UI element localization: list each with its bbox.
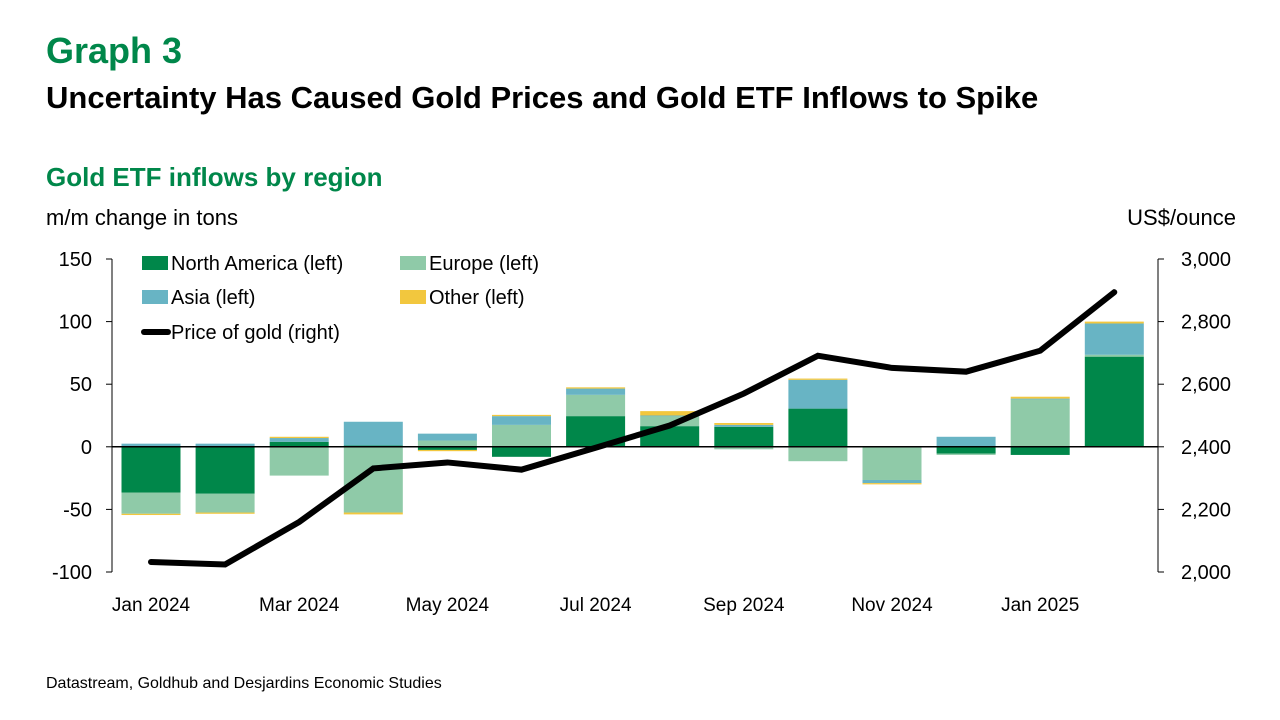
bar-asia [269,438,329,442]
bar-other [343,512,403,515]
legend-swatch [400,290,426,304]
right-axis-label: US$/ounce [1127,205,1236,230]
bar-asia [492,416,551,425]
x-tick-label: Jul 2024 [560,595,632,616]
bar-europe [417,440,477,447]
bar-asia [1010,398,1070,400]
bar-other [788,378,848,380]
bar-europe [492,424,551,447]
bar-north-america [1010,446,1070,455]
chart-title: Gold ETF inflows by region [46,162,383,192]
legend-swatch [400,256,426,270]
bar-other [417,449,477,452]
bar-asia [936,436,996,447]
x-tick-label: Mar 2024 [259,595,340,616]
x-tick-label: Jan 2024 [112,595,191,616]
legend-swatch [142,256,168,270]
bar-asia [566,388,626,395]
right-tick-label: 3,000 [1181,249,1231,271]
legend-label: Other (left) [429,287,525,309]
legend-item: Other (left) [400,287,525,309]
bar-asia [343,421,403,446]
bar-other [1084,321,1144,324]
bar-asia [121,443,181,447]
axes-layer: 150 100 50 0 -50 -100 3,000 2,800 2,600 2,400 2,20… [52,249,1231,616]
bar-europe [269,446,329,476]
left-axis-label: m/m change in tons [46,205,238,230]
legend-label: Price of gold (right) [171,322,340,344]
bar-europe [788,446,848,462]
legend-item: Europe (left) [400,253,539,275]
bar-north-america [714,426,774,447]
page-title: Uncertainty Has Caused Gold Prices and G… [46,80,1039,115]
legend-item: Price of gold (right) [141,322,340,344]
bar-asia [788,379,848,409]
bar-europe [121,492,181,514]
bar-asia [1084,323,1144,355]
x-tick-label: Sep 2024 [703,595,785,616]
x-tick-label: May 2024 [406,595,490,616]
bar-europe [1010,399,1070,447]
left-tick-label: 150 [59,249,92,271]
gold-price-line [148,289,1118,568]
right-tick-label: 2,400 [1181,437,1231,459]
bar-europe [566,394,626,417]
bar-asia [195,443,255,447]
line-layer [148,289,1118,568]
left-tick-label: 0 [81,437,92,459]
bar-north-america [121,446,181,493]
left-tick-label: 100 [59,312,92,334]
right-tick-label: 2,000 [1181,562,1231,584]
left-tick-label: -100 [52,562,92,584]
bar-other [195,512,255,514]
legend-label: North America (left) [171,253,343,275]
bar-europe [195,493,255,513]
graph-label: Graph 3 [46,30,183,71]
bar-north-america [417,446,477,450]
bar-north-america [788,408,848,447]
bar-north-america [492,446,551,457]
bar-north-america [936,446,996,454]
x-tick-label: Jan 2025 [1001,595,1079,616]
bar-other [862,483,922,485]
bar-other [640,411,700,416]
legend-label: Europe (left) [429,253,539,275]
legend-item: North America (left) [142,253,343,275]
bar-other [1010,396,1070,399]
right-tick-label: 2,600 [1181,374,1231,396]
legend-item: Asia (left) [142,287,255,309]
bar-north-america [1084,356,1144,447]
x-tick-label: Nov 2024 [851,595,933,616]
bar-europe [640,416,700,427]
right-tick-label: 2,200 [1181,499,1231,521]
bar-europe [714,446,774,450]
legend: North America (left) Europe (left) Asia (l… [141,253,539,344]
left-tick-label: -50 [63,499,92,521]
left-tick-label: 50 [70,374,92,396]
legend-label: Asia (left) [171,287,255,309]
bars-layer [121,321,1144,516]
bar-europe [936,453,996,455]
bar-north-america [269,441,329,447]
bar-asia [714,424,774,427]
right-tick-label: 2,800 [1181,312,1231,334]
bar-other [492,414,551,417]
bar-asia [640,415,700,417]
bar-asia [862,479,922,484]
bar-other [269,436,329,439]
legend-swatch [142,290,168,304]
bar-europe [862,446,922,480]
source-note: Datastream, Goldhub and Desjardins Econo… [46,675,442,692]
bar-other [121,513,181,516]
bar-asia [417,433,477,441]
bar-other [714,423,774,425]
bar-other [566,387,626,389]
bar-north-america [195,446,255,494]
bar-europe [1084,354,1144,357]
